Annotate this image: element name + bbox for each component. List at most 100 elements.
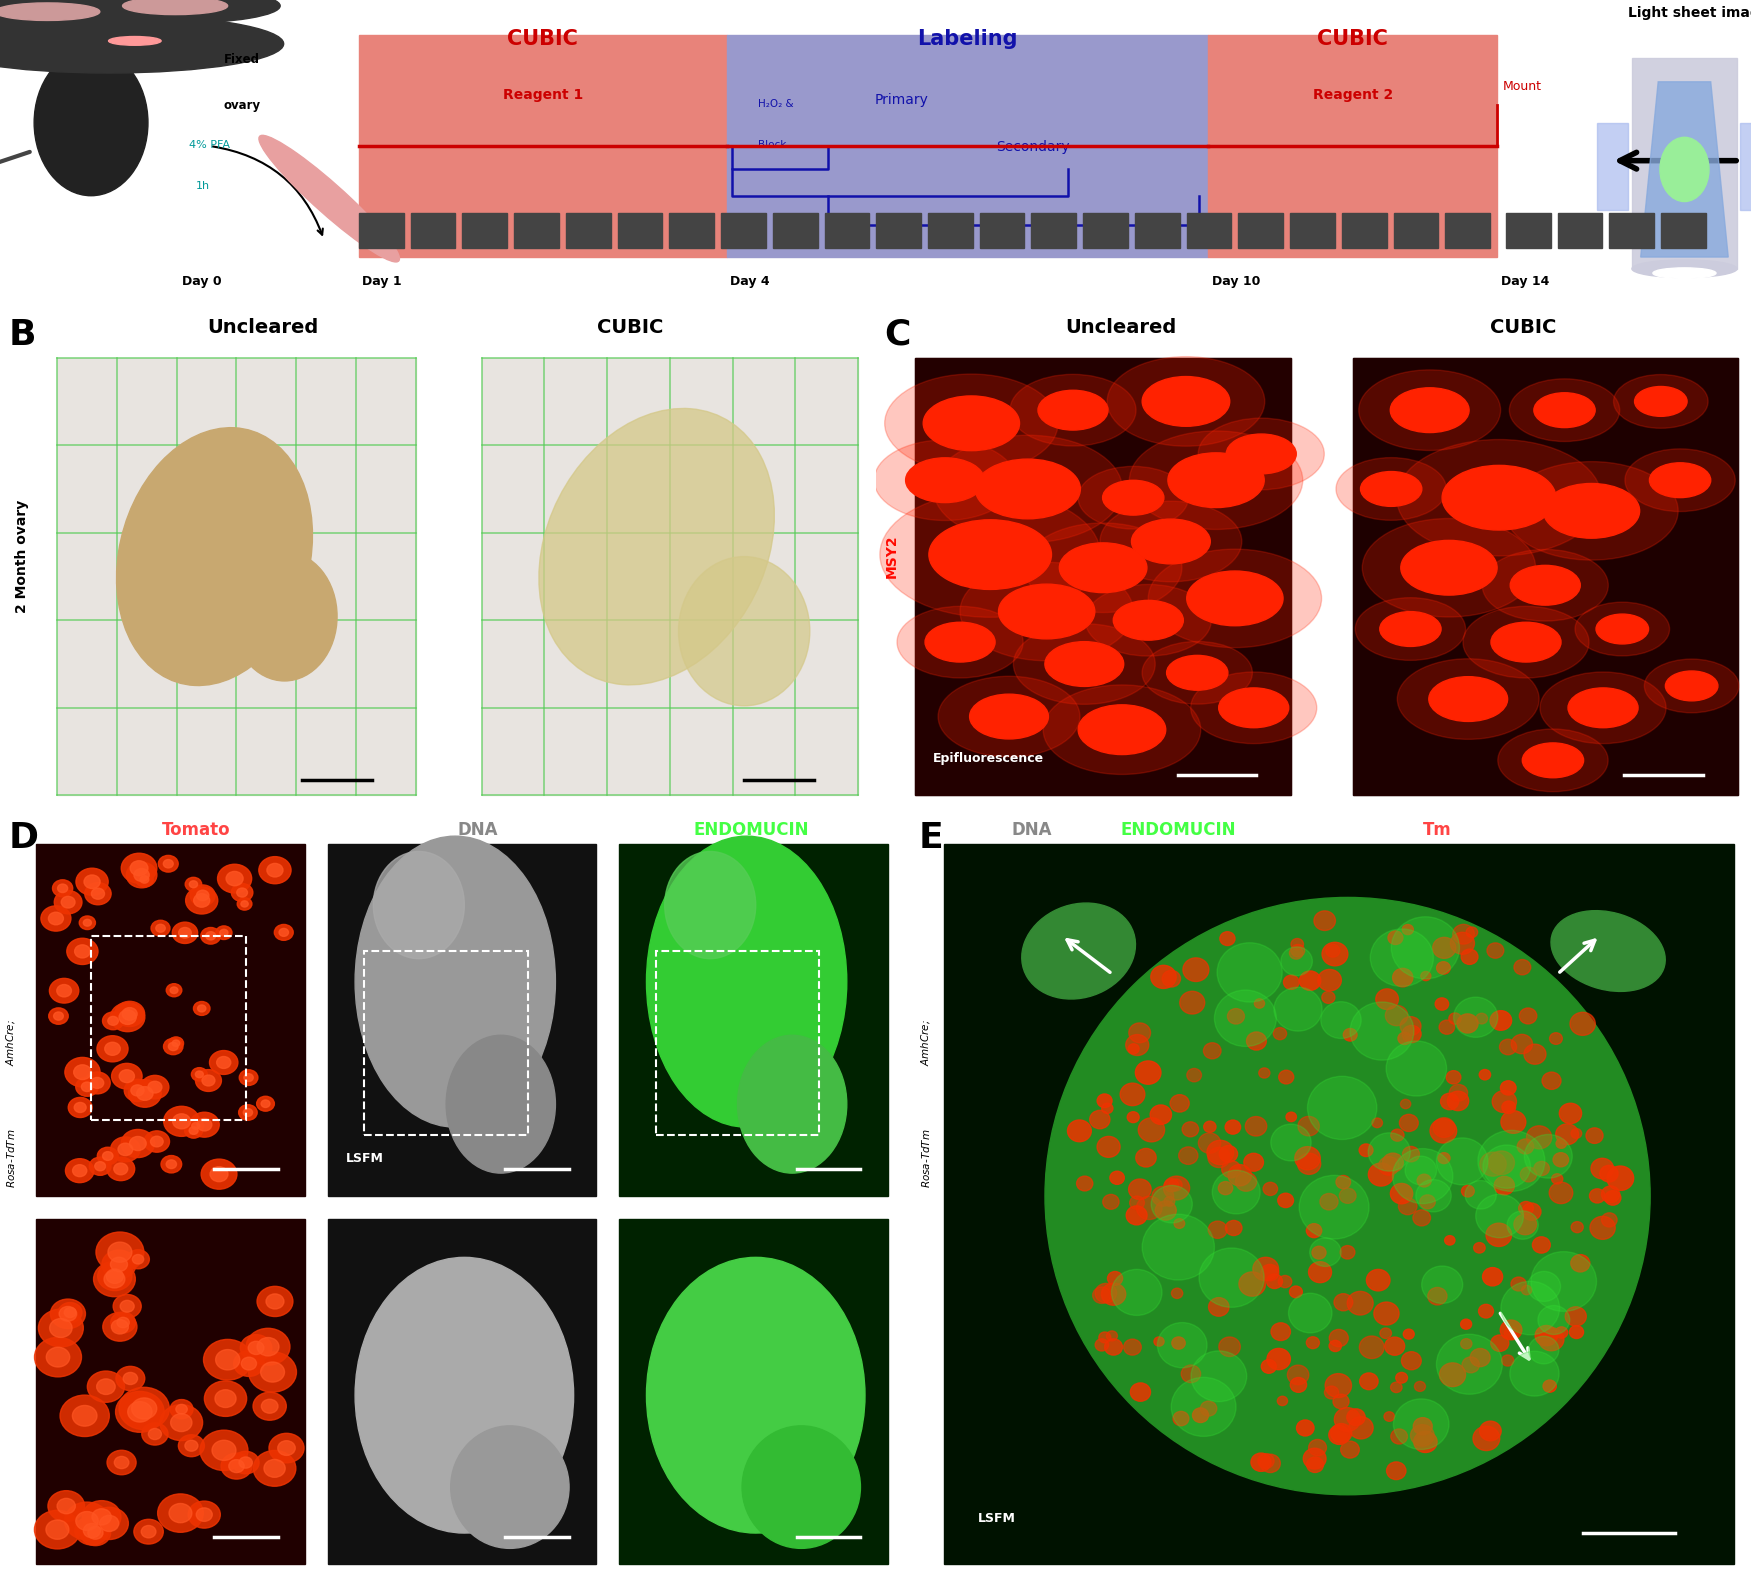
Circle shape — [166, 1161, 177, 1168]
Circle shape — [1236, 1172, 1257, 1191]
Circle shape — [925, 622, 995, 662]
Circle shape — [75, 1077, 98, 1096]
Circle shape — [1385, 1337, 1404, 1355]
Circle shape — [1378, 1156, 1399, 1175]
Circle shape — [1178, 1146, 1198, 1164]
Bar — [37, 1219, 305, 1563]
Circle shape — [1336, 458, 1446, 521]
Circle shape — [170, 987, 179, 993]
Circle shape — [939, 676, 1080, 756]
Circle shape — [1448, 1012, 1462, 1025]
Circle shape — [1326, 1374, 1352, 1397]
Circle shape — [191, 1067, 207, 1082]
Circle shape — [200, 1431, 249, 1470]
Circle shape — [126, 862, 158, 887]
Bar — [364, 951, 529, 1135]
Circle shape — [1079, 466, 1189, 529]
Circle shape — [187, 1502, 221, 1528]
Circle shape — [1387, 1041, 1446, 1096]
Circle shape — [1285, 1112, 1296, 1121]
Circle shape — [1150, 965, 1177, 988]
Ellipse shape — [1551, 911, 1665, 992]
Circle shape — [1142, 641, 1252, 704]
Circle shape — [1600, 1165, 1618, 1183]
Circle shape — [1094, 1339, 1108, 1352]
Circle shape — [1436, 1334, 1502, 1394]
Circle shape — [217, 864, 252, 894]
Circle shape — [130, 861, 149, 876]
Text: D: D — [9, 821, 39, 854]
Circle shape — [1522, 742, 1583, 778]
Circle shape — [186, 878, 201, 891]
Circle shape — [1401, 540, 1497, 595]
Circle shape — [75, 1516, 109, 1544]
Circle shape — [96, 1232, 144, 1273]
Circle shape — [1476, 1014, 1488, 1023]
Circle shape — [1403, 925, 1413, 935]
Circle shape — [1192, 1408, 1208, 1423]
Circle shape — [1201, 1401, 1217, 1416]
Circle shape — [1429, 677, 1508, 722]
Text: CUBIC: CUBIC — [1317, 28, 1389, 49]
Circle shape — [1450, 1085, 1467, 1101]
Ellipse shape — [447, 1036, 555, 1173]
Circle shape — [897, 606, 1023, 677]
Text: ENDOMUCIN: ENDOMUCIN — [1121, 821, 1236, 838]
Circle shape — [105, 1042, 121, 1055]
Circle shape — [249, 1341, 264, 1355]
Circle shape — [84, 1524, 100, 1538]
Bar — [914, 358, 1290, 796]
Circle shape — [1383, 1412, 1394, 1421]
Circle shape — [1157, 1323, 1206, 1367]
Circle shape — [1121, 1083, 1145, 1105]
Circle shape — [142, 1423, 168, 1445]
Circle shape — [1383, 1153, 1403, 1172]
Circle shape — [1273, 1028, 1287, 1039]
Circle shape — [1478, 1304, 1494, 1318]
Circle shape — [1571, 1012, 1595, 1036]
Circle shape — [107, 1450, 137, 1475]
Circle shape — [1560, 1104, 1581, 1124]
Circle shape — [1098, 1137, 1121, 1157]
Circle shape — [1571, 1222, 1583, 1233]
Circle shape — [170, 1399, 193, 1420]
Bar — [669, 213, 714, 248]
Circle shape — [123, 0, 228, 14]
Bar — [482, 358, 858, 796]
Circle shape — [1038, 390, 1108, 429]
Circle shape — [1103, 1194, 1119, 1210]
Circle shape — [1299, 1175, 1369, 1240]
Circle shape — [1199, 1247, 1264, 1307]
Circle shape — [1537, 1306, 1569, 1334]
Circle shape — [1569, 1326, 1583, 1339]
Circle shape — [1366, 1270, 1390, 1292]
Circle shape — [201, 927, 221, 944]
Circle shape — [1289, 947, 1303, 958]
Circle shape — [98, 1262, 131, 1290]
Circle shape — [1403, 1330, 1415, 1339]
Circle shape — [1590, 1189, 1606, 1203]
Circle shape — [212, 1440, 236, 1461]
Circle shape — [1129, 1195, 1145, 1210]
Circle shape — [1515, 1214, 1537, 1235]
Circle shape — [1268, 1348, 1290, 1369]
Circle shape — [110, 1137, 140, 1162]
Circle shape — [1432, 1118, 1455, 1137]
Circle shape — [1480, 1421, 1501, 1440]
Circle shape — [238, 1457, 252, 1468]
Circle shape — [210, 1050, 238, 1074]
Circle shape — [1348, 1416, 1373, 1438]
Circle shape — [65, 1058, 100, 1086]
Circle shape — [93, 1262, 135, 1296]
Circle shape — [1478, 1131, 1544, 1192]
Circle shape — [1271, 1323, 1290, 1341]
Circle shape — [1420, 971, 1431, 981]
Circle shape — [1501, 1281, 1560, 1334]
Bar — [1558, 213, 1602, 248]
Circle shape — [1045, 641, 1124, 687]
Circle shape — [1103, 480, 1164, 515]
Bar — [618, 213, 662, 248]
Text: Day 0: Day 0 — [182, 275, 221, 287]
Circle shape — [96, 1036, 128, 1061]
Circle shape — [1128, 1044, 1140, 1053]
